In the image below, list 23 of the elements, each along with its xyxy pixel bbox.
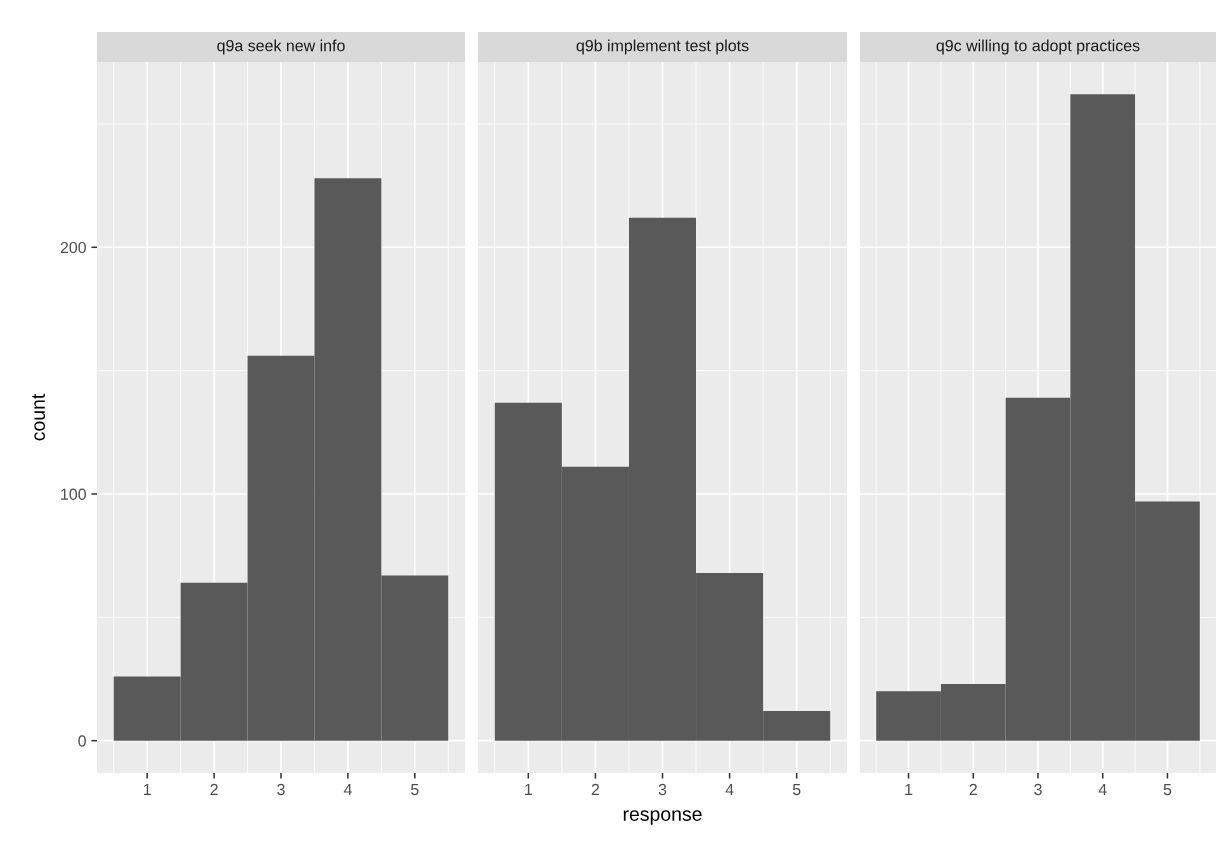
- x-tick-label: 3: [658, 783, 667, 796]
- x-tick-label: 1: [905, 784, 913, 795]
- x-tick-label: 5: [792, 784, 801, 796]
- x-tick-label: 1: [143, 784, 151, 795]
- x-tick-label: 4: [343, 784, 352, 795]
- x-axis-title: response: [623, 810, 702, 825]
- chart-title: q9c willing to adopt practices: [936, 39, 1140, 55]
- chart-title: q9a seek new info: [217, 39, 345, 55]
- x-tick-label: 5: [411, 784, 419, 796]
- x-tick-label: 3: [1034, 783, 1042, 796]
- y-tick-label: 100: [61, 488, 86, 500]
- x-tick-label: 4: [1098, 784, 1107, 795]
- y-axis-title: count: [32, 393, 45, 441]
- chart-title: q9b implement test plots: [576, 39, 749, 55]
- x-tick-label: 3: [277, 783, 285, 796]
- x-tick-label: 2: [969, 783, 977, 795]
- x-tick-label: 1: [525, 784, 532, 795]
- x-tick-label: 4: [725, 784, 734, 795]
- y-tick-label: 200: [60, 241, 86, 254]
- x-tick-label: 2: [591, 783, 600, 795]
- y-tick-label: 0: [78, 735, 86, 747]
- x-tick-label: 2: [210, 783, 218, 795]
- x-tick-label: 5: [1163, 784, 1172, 796]
